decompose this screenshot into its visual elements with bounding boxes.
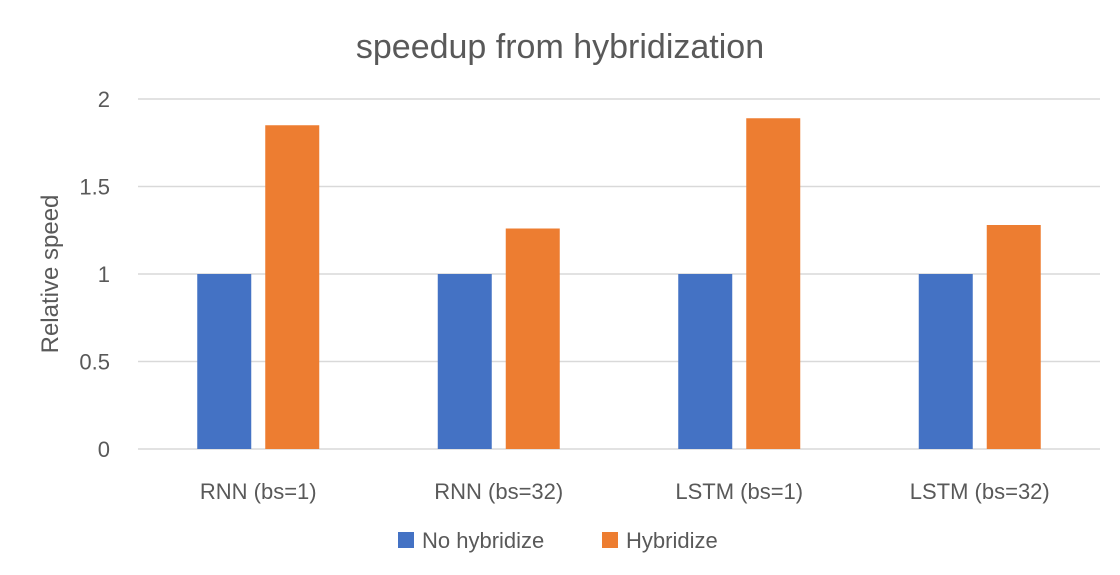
- y-tick-label: 0.5: [79, 350, 110, 375]
- x-tick-label: RNN (bs=32): [434, 479, 563, 504]
- legend-label-hybridize: Hybridize: [626, 528, 718, 553]
- bar-no-hybridize: [197, 274, 252, 449]
- bars: [197, 118, 1041, 449]
- y-tick-label: 2: [98, 87, 110, 112]
- x-tick-label: RNN (bs=1): [200, 479, 317, 504]
- x-tick-label: LSTM (bs=1): [675, 479, 803, 504]
- legend: No hybridize Hybridize: [398, 528, 718, 553]
- x-axis-ticks: RNN (bs=1) RNN (bs=32) LSTM (bs=1) LSTM (bs…: [200, 479, 1050, 504]
- y-axis-ticks: 0 0.5 1 1.5 2: [79, 87, 110, 462]
- y-tick-label: 1.5: [79, 175, 110, 200]
- bar-hybridize: [986, 225, 1041, 449]
- bar-hybridize: [265, 125, 320, 449]
- bar-hybridize: [505, 228, 560, 449]
- y-tick-label: 1: [98, 262, 110, 287]
- y-tick-label: 0: [98, 437, 110, 462]
- x-tick-label: LSTM (bs=32): [910, 479, 1050, 504]
- bar-hybridize: [746, 118, 801, 449]
- legend-swatch-no-hybridize: [398, 532, 414, 548]
- bar-no-hybridize: [437, 274, 492, 449]
- bar-no-hybridize: [678, 274, 733, 449]
- y-axis-label: Relative speed: [37, 195, 64, 354]
- legend-label-no-hybridize: No hybridize: [422, 528, 544, 553]
- chart-title: speedup from hybridization: [356, 28, 764, 66]
- legend-swatch-hybridize: [602, 532, 618, 548]
- bar-no-hybridize: [918, 274, 973, 449]
